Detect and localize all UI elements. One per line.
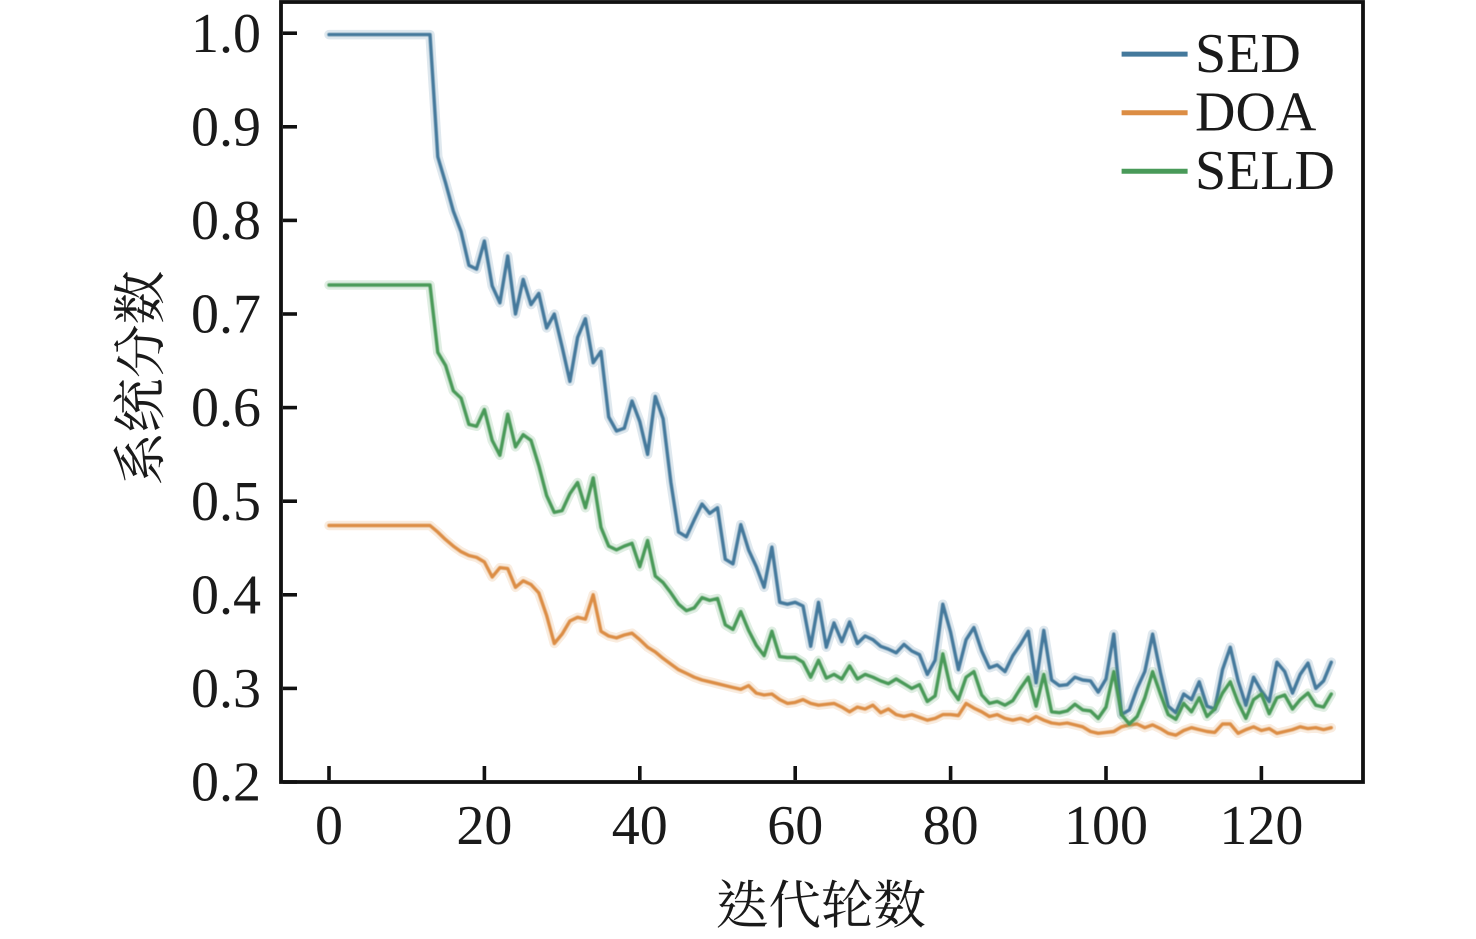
svg-text:0.5: 0.5 <box>191 471 261 533</box>
svg-text:0.4: 0.4 <box>191 564 261 626</box>
svg-text:60: 60 <box>767 795 823 857</box>
svg-text:0.3: 0.3 <box>191 658 261 720</box>
svg-text:100: 100 <box>1064 795 1148 857</box>
svg-text:40: 40 <box>612 795 668 857</box>
svg-text:0: 0 <box>315 795 343 857</box>
svg-text:120: 120 <box>1219 795 1303 857</box>
svg-text:1.0: 1.0 <box>191 3 261 65</box>
svg-text:0.6: 0.6 <box>191 377 261 439</box>
svg-text:20: 20 <box>456 795 512 857</box>
svg-text:0.8: 0.8 <box>191 190 261 252</box>
svg-text:DOA: DOA <box>1195 82 1317 144</box>
svg-text:SED: SED <box>1195 23 1301 85</box>
svg-text:0.2: 0.2 <box>191 752 261 814</box>
svg-text:SELD: SELD <box>1195 140 1335 202</box>
svg-text:80: 80 <box>923 795 979 857</box>
svg-text:0.9: 0.9 <box>191 96 261 158</box>
svg-text:0.7: 0.7 <box>191 284 261 346</box>
